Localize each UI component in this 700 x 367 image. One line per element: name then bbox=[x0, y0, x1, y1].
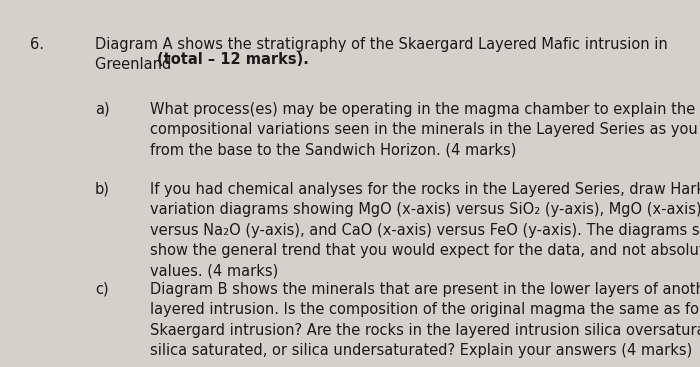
Text: If you had chemical analyses for the rocks in the Layered Series, draw Harker
va: If you had chemical analyses for the roc… bbox=[150, 182, 700, 279]
Text: b): b) bbox=[95, 182, 110, 197]
Text: What process(es) may be operating in the magma chamber to explain the
compositio: What process(es) may be operating in the… bbox=[150, 102, 700, 158]
Text: Diagram B shows the minerals that are present in the lower layers of another
lay: Diagram B shows the minerals that are pr… bbox=[150, 282, 700, 358]
Text: c): c) bbox=[95, 282, 108, 297]
Text: Diagram A shows the stratigraphy of the Skaergard Layered Mafic intrusion in
Gre: Diagram A shows the stratigraphy of the … bbox=[95, 37, 668, 72]
Text: (total – 12 marks).: (total – 12 marks). bbox=[157, 52, 309, 67]
Text: 6.: 6. bbox=[30, 37, 44, 52]
Text: a): a) bbox=[95, 102, 110, 117]
